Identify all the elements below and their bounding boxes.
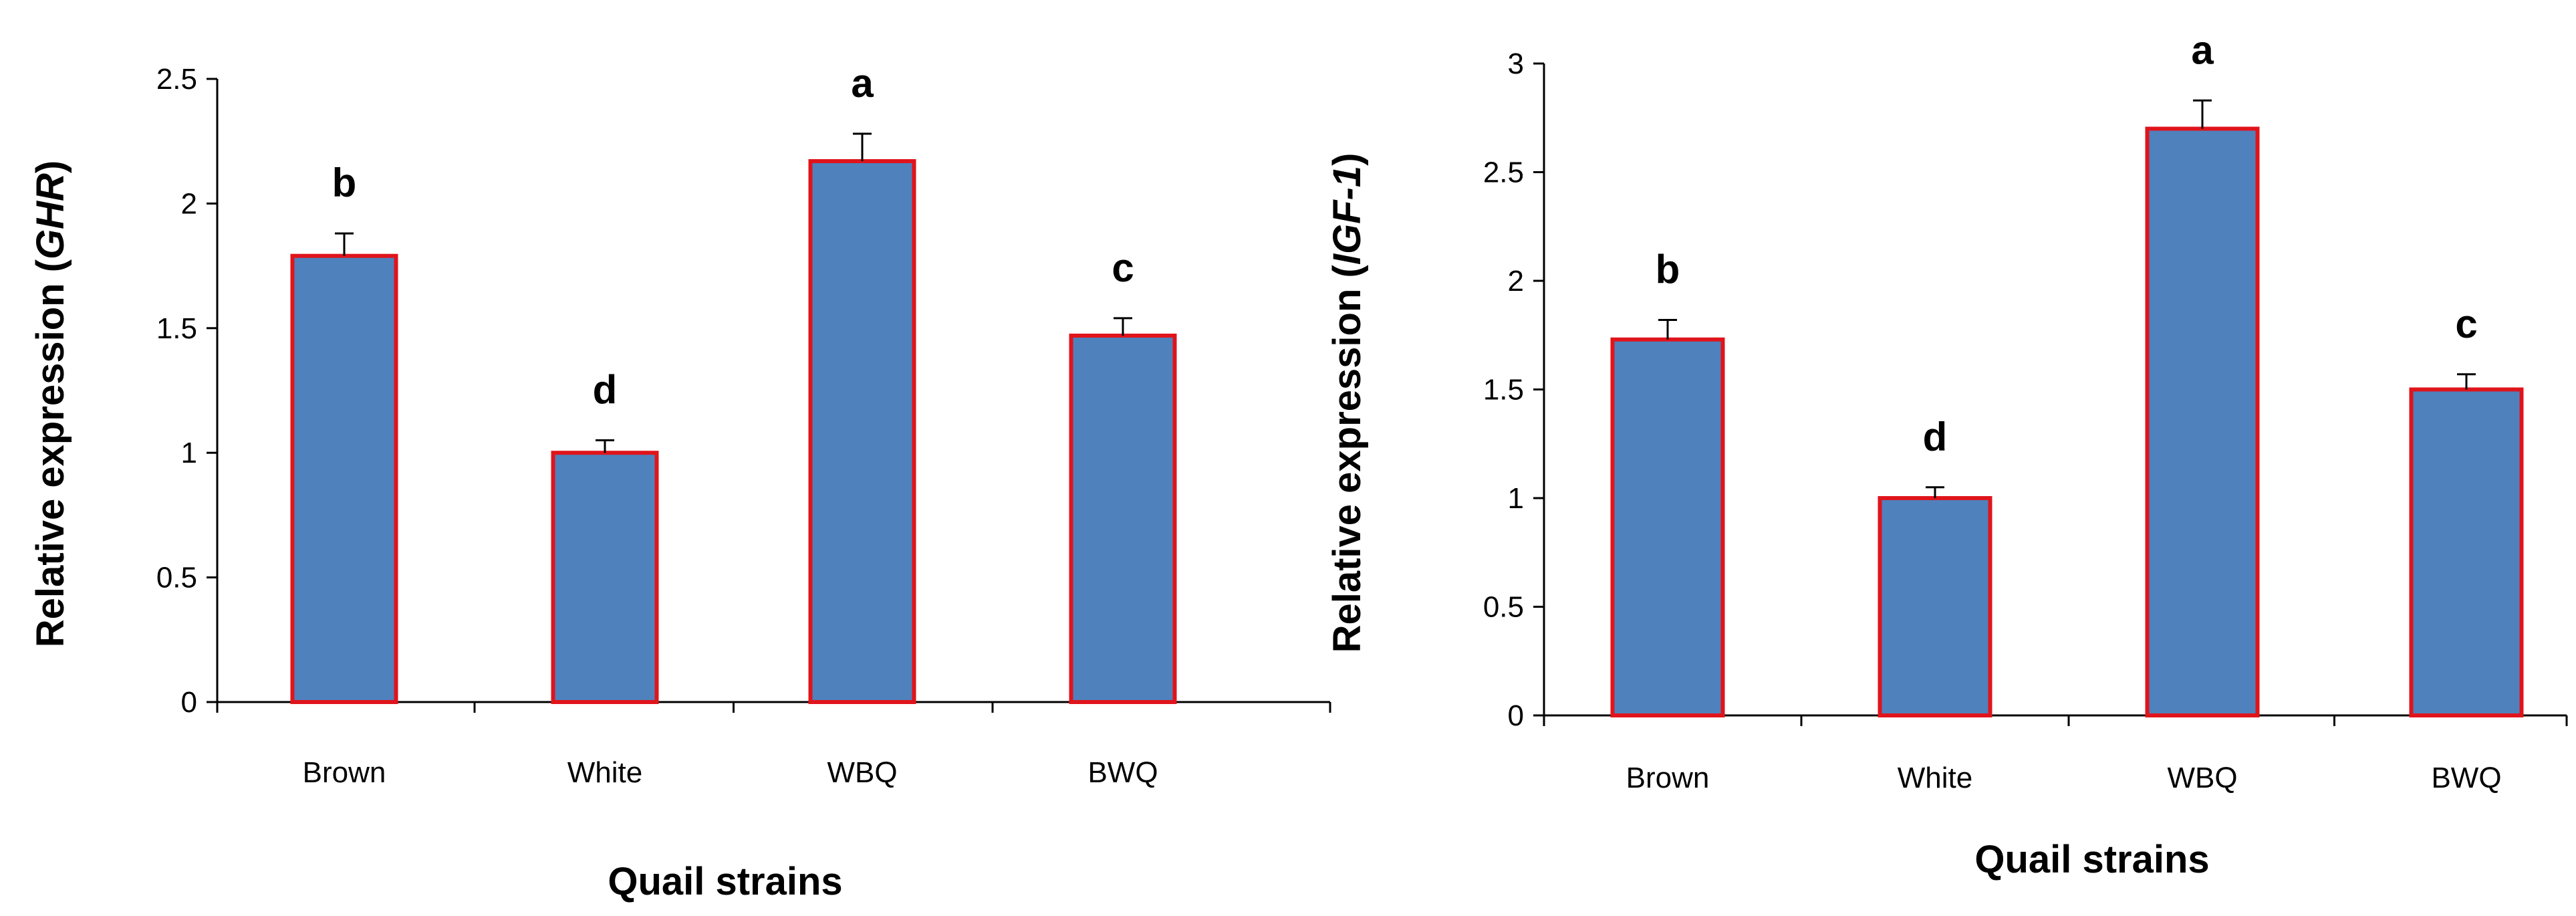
category-label: Brown <box>303 756 386 789</box>
y-axis-title: Relative expression (GHR) <box>29 160 72 647</box>
category-label: Brown <box>1626 762 1710 794</box>
bar-bwq <box>2409 387 2524 717</box>
y-axis-title-suffix: ) <box>29 160 72 173</box>
x-axis-title: Quail strains <box>1974 838 2209 881</box>
bar-brown <box>1610 337 1725 717</box>
y-axis-title-gene: GHR <box>29 173 72 259</box>
y-tick-label: 0.5 <box>156 562 197 594</box>
y-axis-title-suffix: ) <box>1325 153 1369 166</box>
category-label: BWQ <box>1087 756 1158 789</box>
bar-wbq <box>2145 126 2260 717</box>
category-label: WBQ <box>2167 762 2237 794</box>
y-tick-label: 2 <box>1508 265 1524 298</box>
y-axis-title-prefix: Relative expression ( <box>29 259 72 647</box>
y-tick-label: 1 <box>1508 482 1524 515</box>
category-label: White <box>1898 762 1972 794</box>
bar-wbq <box>808 159 916 705</box>
significance-letter: c <box>2455 302 2477 346</box>
y-tick-label: 0 <box>181 686 197 719</box>
chart-1: 0 0.5 1 1.5 2 2.5 b Brown d White a WBQ c BWQ Quail st… <box>29 61 1331 903</box>
significance-letter: d <box>593 368 618 413</box>
significance-letter: a <box>851 61 874 106</box>
y-tick-label: 0.5 <box>1483 591 1524 624</box>
y-tick-label: 3 <box>1508 47 1524 80</box>
significance-letter: c <box>1112 245 1134 290</box>
y-axis-title-gene: IGF-1 <box>1325 166 1369 265</box>
bar-white <box>551 451 659 704</box>
y-axis-title-prefix: Relative expression ( <box>1325 264 1369 653</box>
significance-letter: a <box>2191 27 2214 72</box>
significance-letter: b <box>1656 247 1680 292</box>
significance-letter: b <box>332 160 357 205</box>
y-tick-label: 2.5 <box>1483 156 1524 189</box>
y-tick-label: 1.5 <box>1483 374 1524 407</box>
y-axis-title: Relative expression (IGF-1) <box>1325 153 1369 653</box>
bar-brown <box>290 253 398 704</box>
significance-letter: d <box>1923 415 1948 459</box>
y-tick-label: 1 <box>181 437 197 469</box>
bar-white <box>1878 496 1992 717</box>
y-tick-label: 0 <box>1508 699 1524 732</box>
bar-bwq <box>1069 333 1177 704</box>
category-label: BWQ <box>2431 762 2501 794</box>
category-label: White <box>567 756 642 789</box>
category-label: WBQ <box>827 756 897 789</box>
y-tick-label: 1.5 <box>156 312 197 345</box>
y-tick-label: 2 <box>181 187 197 220</box>
chart-2: 0 0.5 1 1.5 2 2.5 3 b Brown d White a WBQ c BWQ Quail s… <box>1325 27 2568 881</box>
x-axis-title: Quail strains <box>608 860 842 903</box>
y-tick-label: 2.5 <box>156 63 197 96</box>
